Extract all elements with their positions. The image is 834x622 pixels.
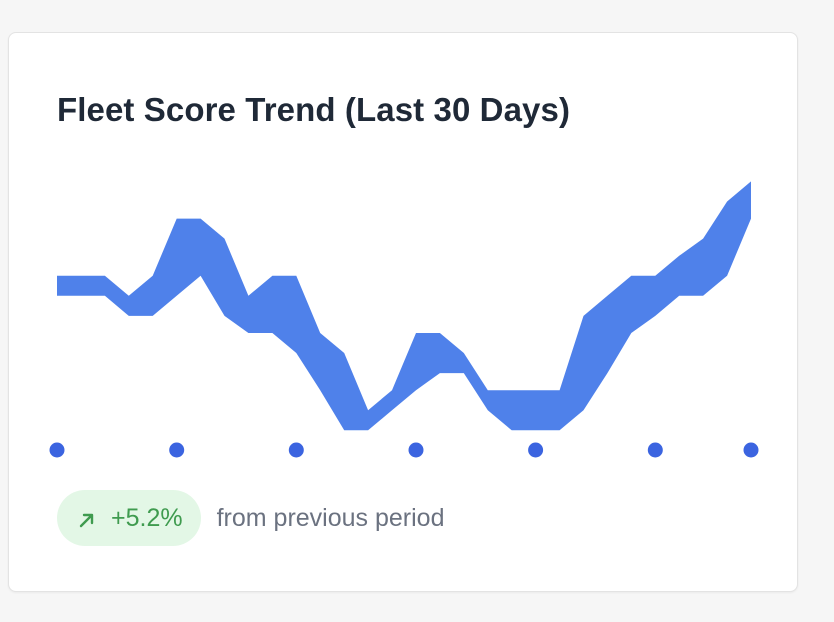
fleet-score-card: Fleet Score Trend (Last 30 Days) +5.2% f… xyxy=(8,32,798,592)
score-band xyxy=(57,181,751,431)
x-axis-marker xyxy=(169,442,185,458)
change-summary: +5.2% from previous period xyxy=(57,490,444,546)
x-axis-marker xyxy=(49,442,65,458)
x-axis-marker xyxy=(408,442,424,458)
x-axis-marker xyxy=(743,442,759,458)
x-axis-marker xyxy=(647,442,663,458)
trend-chart xyxy=(49,181,759,458)
x-axis-marker xyxy=(288,442,304,458)
change-value: +5.2% xyxy=(111,503,183,532)
arrow-up-right-icon xyxy=(77,508,97,528)
card-title: Fleet Score Trend (Last 30 Days) xyxy=(57,91,571,128)
change-badge: +5.2% xyxy=(57,490,201,546)
change-label: from previous period xyxy=(216,503,445,532)
x-axis-marker xyxy=(528,442,544,458)
